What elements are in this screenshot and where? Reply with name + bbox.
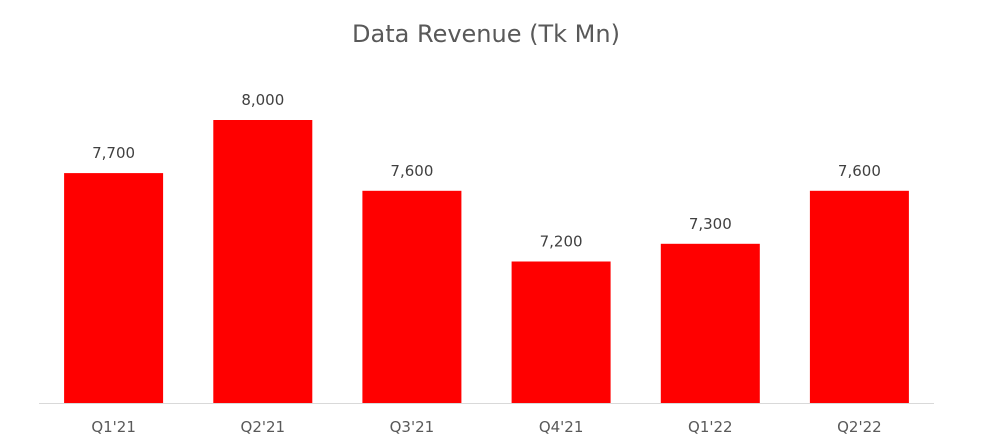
data-labels-group: 7,700 8,000 7,600 7,200 7,300 7,600 [92,91,881,251]
x-tick-label: Q1'21 [91,418,136,436]
data-label: 7,600 [390,162,433,180]
bar-q1-21 [64,173,164,403]
x-tick-labels-group: Q1'21 Q2'21 Q3'21 Q4'21 Q1'22 Q2'22 [91,418,881,436]
x-tick-label: Q4'21 [539,418,584,436]
x-tick-label: Q1'22 [688,418,733,436]
data-label: 8,000 [241,91,284,109]
bar-q4-21 [511,261,611,403]
bar-q2-22 [809,190,909,404]
data-label: 7,600 [838,162,881,180]
data-label: 7,200 [540,233,583,251]
data-label: 7,300 [689,215,732,233]
bar-q1-22 [660,243,760,403]
bars-group [64,120,909,404]
x-tick-label: Q2'22 [837,418,882,436]
bar-q3-21 [362,190,462,404]
x-tick-label: Q3'21 [390,418,435,436]
x-tick-label: Q2'21 [241,418,286,436]
bar-q2-21 [213,120,313,403]
chart-title: Data Revenue (Tk Mn) [352,20,620,48]
data-label: 7,700 [92,144,135,162]
